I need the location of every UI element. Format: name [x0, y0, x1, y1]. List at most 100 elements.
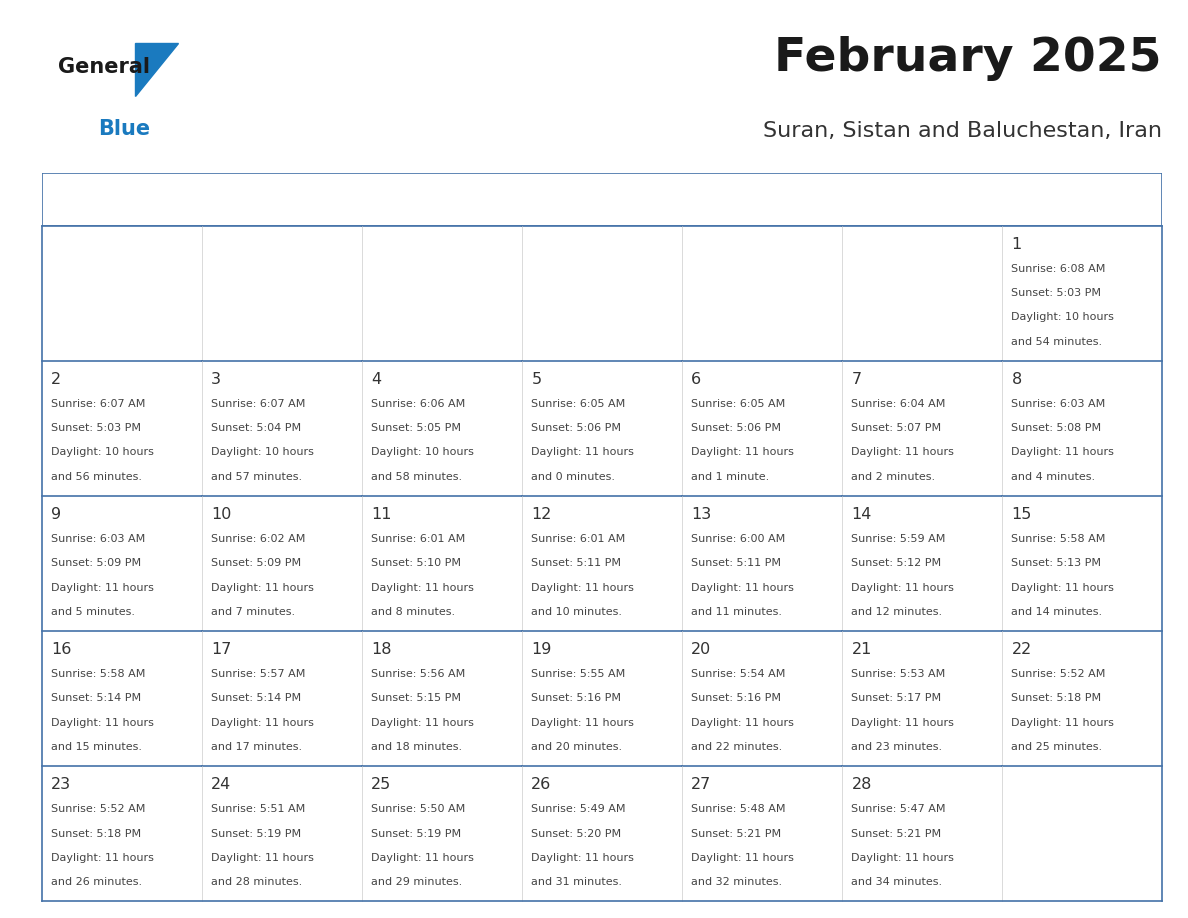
Text: Sunrise: 5:54 AM: Sunrise: 5:54 AM [691, 669, 785, 679]
Text: Sunrise: 5:53 AM: Sunrise: 5:53 AM [852, 669, 946, 679]
Text: 1: 1 [1011, 237, 1022, 252]
Text: Sunrise: 5:59 AM: Sunrise: 5:59 AM [852, 534, 946, 544]
Text: Sunrise: 6:02 AM: Sunrise: 6:02 AM [211, 534, 305, 544]
Text: and 20 minutes.: and 20 minutes. [531, 742, 623, 752]
Text: and 12 minutes.: and 12 minutes. [852, 607, 942, 617]
Text: Daylight: 11 hours: Daylight: 11 hours [531, 853, 634, 863]
Text: Wednesday: Wednesday [552, 192, 651, 207]
Text: 14: 14 [852, 507, 872, 522]
Text: Sunrise: 5:52 AM: Sunrise: 5:52 AM [51, 804, 146, 814]
Text: Daylight: 10 hours: Daylight: 10 hours [372, 447, 474, 457]
Text: Daylight: 11 hours: Daylight: 11 hours [691, 583, 795, 593]
Text: Sunset: 5:09 PM: Sunset: 5:09 PM [211, 558, 302, 568]
Text: Daylight: 11 hours: Daylight: 11 hours [211, 853, 314, 863]
Text: 5: 5 [531, 372, 542, 386]
Text: Sunset: 5:11 PM: Sunset: 5:11 PM [531, 558, 621, 568]
Text: Thursday: Thursday [722, 192, 802, 207]
Text: and 56 minutes.: and 56 minutes. [51, 472, 143, 482]
Text: Sunrise: 6:08 AM: Sunrise: 6:08 AM [1011, 263, 1106, 274]
Text: Daylight: 11 hours: Daylight: 11 hours [531, 718, 634, 728]
Text: Sunrise: 6:01 AM: Sunrise: 6:01 AM [372, 534, 466, 544]
Text: 8: 8 [1011, 372, 1022, 386]
Text: Daylight: 11 hours: Daylight: 11 hours [691, 853, 795, 863]
Text: Sunrise: 5:58 AM: Sunrise: 5:58 AM [1011, 534, 1106, 544]
Text: Sunset: 5:04 PM: Sunset: 5:04 PM [211, 423, 302, 433]
Text: Sunset: 5:16 PM: Sunset: 5:16 PM [531, 693, 621, 703]
Text: Sunrise: 6:01 AM: Sunrise: 6:01 AM [531, 534, 626, 544]
Polygon shape [134, 43, 178, 96]
Text: and 1 minute.: and 1 minute. [691, 472, 770, 482]
Text: Daylight: 11 hours: Daylight: 11 hours [852, 718, 954, 728]
Text: Sunrise: 6:03 AM: Sunrise: 6:03 AM [51, 534, 145, 544]
Text: Daylight: 11 hours: Daylight: 11 hours [372, 853, 474, 863]
Text: Daylight: 11 hours: Daylight: 11 hours [1011, 718, 1114, 728]
Text: Sunset: 5:17 PM: Sunset: 5:17 PM [852, 693, 942, 703]
Text: Sunrise: 5:47 AM: Sunrise: 5:47 AM [852, 804, 946, 814]
Text: and 7 minutes.: and 7 minutes. [211, 607, 296, 617]
Text: Saturday: Saturday [1043, 192, 1120, 207]
Text: Sunset: 5:03 PM: Sunset: 5:03 PM [1011, 288, 1101, 298]
Text: 25: 25 [372, 778, 392, 792]
Text: February 2025: February 2025 [775, 36, 1162, 81]
Text: Sunrise: 6:05 AM: Sunrise: 6:05 AM [691, 398, 785, 409]
Text: Daylight: 11 hours: Daylight: 11 hours [372, 583, 474, 593]
Text: Sunrise: 6:06 AM: Sunrise: 6:06 AM [372, 398, 466, 409]
Text: Daylight: 10 hours: Daylight: 10 hours [1011, 312, 1114, 322]
Text: and 23 minutes.: and 23 minutes. [852, 742, 942, 752]
Text: 28: 28 [852, 778, 872, 792]
Text: 3: 3 [211, 372, 221, 386]
Text: and 32 minutes.: and 32 minutes. [691, 878, 783, 887]
Text: 24: 24 [211, 778, 232, 792]
Text: Sunset: 5:14 PM: Sunset: 5:14 PM [211, 693, 302, 703]
Text: Sunset: 5:21 PM: Sunset: 5:21 PM [691, 829, 782, 838]
Text: Blue: Blue [99, 118, 150, 139]
Text: Sunrise: 6:07 AM: Sunrise: 6:07 AM [211, 398, 305, 409]
Text: Daylight: 11 hours: Daylight: 11 hours [531, 583, 634, 593]
Text: and 54 minutes.: and 54 minutes. [1011, 337, 1102, 347]
Text: Sunday: Sunday [90, 192, 153, 207]
Text: Sunset: 5:11 PM: Sunset: 5:11 PM [691, 558, 782, 568]
Text: Sunset: 5:08 PM: Sunset: 5:08 PM [1011, 423, 1101, 433]
Text: Daylight: 11 hours: Daylight: 11 hours [852, 447, 954, 457]
Text: 26: 26 [531, 778, 551, 792]
Text: and 5 minutes.: and 5 minutes. [51, 607, 135, 617]
Text: Daylight: 11 hours: Daylight: 11 hours [211, 583, 314, 593]
Text: and 2 minutes.: and 2 minutes. [852, 472, 935, 482]
Text: 9: 9 [51, 507, 62, 522]
Text: Sunset: 5:15 PM: Sunset: 5:15 PM [372, 693, 461, 703]
Text: and 26 minutes.: and 26 minutes. [51, 878, 143, 887]
Text: 17: 17 [211, 642, 232, 657]
Text: Sunset: 5:10 PM: Sunset: 5:10 PM [372, 558, 461, 568]
Text: and 57 minutes.: and 57 minutes. [211, 472, 303, 482]
Text: 23: 23 [51, 778, 71, 792]
Text: Daylight: 10 hours: Daylight: 10 hours [51, 447, 154, 457]
Text: Daylight: 11 hours: Daylight: 11 hours [372, 718, 474, 728]
Text: Daylight: 11 hours: Daylight: 11 hours [691, 447, 795, 457]
Text: 27: 27 [691, 778, 712, 792]
Text: Sunrise: 5:49 AM: Sunrise: 5:49 AM [531, 804, 626, 814]
Text: Sunset: 5:12 PM: Sunset: 5:12 PM [852, 558, 942, 568]
Text: Monday: Monday [248, 192, 315, 207]
Text: 4: 4 [372, 372, 381, 386]
Text: Daylight: 11 hours: Daylight: 11 hours [1011, 583, 1114, 593]
Text: and 15 minutes.: and 15 minutes. [51, 742, 143, 752]
Text: Sunrise: 5:51 AM: Sunrise: 5:51 AM [211, 804, 305, 814]
Text: Daylight: 11 hours: Daylight: 11 hours [51, 853, 154, 863]
Text: and 4 minutes.: and 4 minutes. [1011, 472, 1095, 482]
Text: 21: 21 [852, 642, 872, 657]
Text: Sunset: 5:06 PM: Sunset: 5:06 PM [691, 423, 782, 433]
Text: Sunrise: 5:48 AM: Sunrise: 5:48 AM [691, 804, 785, 814]
Text: and 34 minutes.: and 34 minutes. [852, 878, 942, 887]
Text: Sunset: 5:19 PM: Sunset: 5:19 PM [211, 829, 302, 838]
Text: and 14 minutes.: and 14 minutes. [1011, 607, 1102, 617]
Text: 19: 19 [531, 642, 551, 657]
Text: Daylight: 11 hours: Daylight: 11 hours [211, 718, 314, 728]
Text: and 58 minutes.: and 58 minutes. [372, 472, 462, 482]
Text: 13: 13 [691, 507, 712, 522]
Text: Sunrise: 6:04 AM: Sunrise: 6:04 AM [852, 398, 946, 409]
Text: Sunset: 5:16 PM: Sunset: 5:16 PM [691, 693, 782, 703]
Text: Sunrise: 6:07 AM: Sunrise: 6:07 AM [51, 398, 146, 409]
Text: Sunset: 5:09 PM: Sunset: 5:09 PM [51, 558, 141, 568]
Text: Sunrise: 5:52 AM: Sunrise: 5:52 AM [1011, 669, 1106, 679]
Text: Daylight: 11 hours: Daylight: 11 hours [1011, 447, 1114, 457]
